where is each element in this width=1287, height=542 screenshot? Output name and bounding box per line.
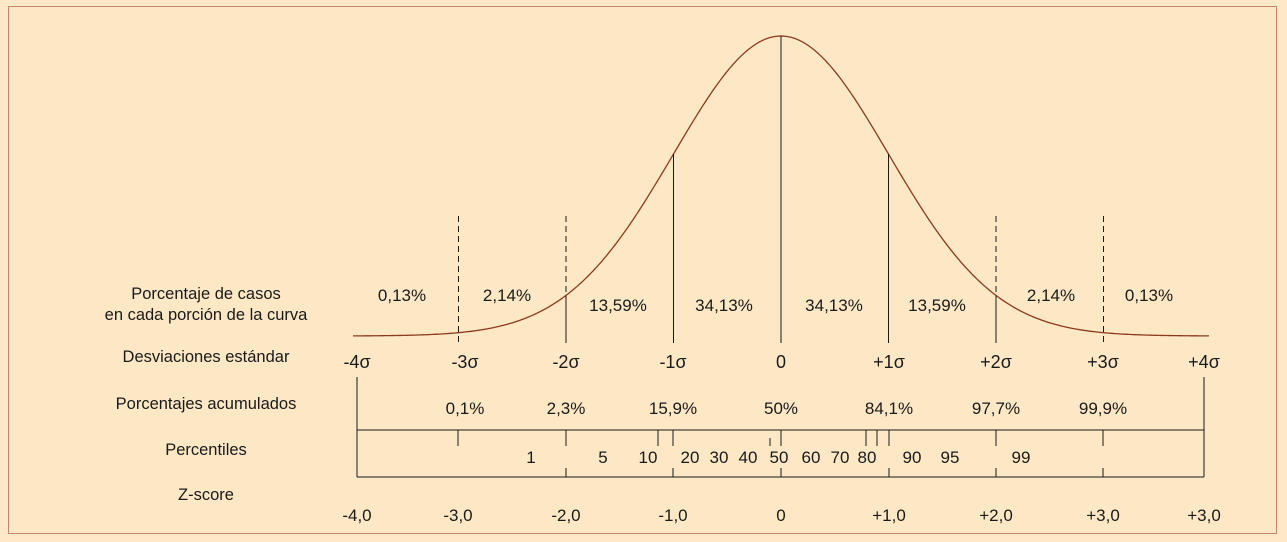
percentile-99: 99 (1012, 448, 1031, 467)
zscore-7: +2,0 (979, 506, 1013, 525)
zscore-9: +3,0 (1187, 506, 1221, 525)
label-percentiles: Percentiles (165, 441, 247, 459)
case-pct-7: 2,14% (1027, 286, 1075, 305)
case-pct-1: 0,13% (378, 286, 426, 305)
sigma-label-m4: -4σ (343, 352, 370, 372)
sigma-label-p2: +2σ (980, 352, 1012, 372)
zscore-8: +3,0 (1086, 506, 1120, 525)
sigma-label-p4: +4σ (1188, 352, 1220, 372)
case-pct-3: 13,59% (589, 296, 647, 315)
cumulative-pct-7: 99,9% (1079, 399, 1127, 418)
percentile-60: 60 (802, 448, 821, 467)
diagram-frame (8, 6, 1277, 534)
case-pct-6: 13,59% (908, 296, 966, 315)
percentile-80: 80 (858, 448, 877, 467)
label-cumulative: Porcentajes acumulados (116, 395, 297, 413)
cumulative-pct-6: 97,7% (972, 399, 1020, 418)
zscore-4: -1,0 (658, 506, 687, 525)
sigma-label-0: 0 (776, 352, 786, 372)
sigma-label-p1: +1σ (873, 352, 905, 372)
zscore-2: -3,0 (443, 506, 472, 525)
sigma-label-p3: +3σ (1087, 352, 1119, 372)
case-pct-4: 34,13% (695, 296, 753, 315)
case-pct-2: 2,14% (483, 286, 531, 305)
label-zscore: Z-score (178, 486, 234, 504)
sigma-label-m1: -1σ (659, 352, 686, 372)
case-pct-5: 34,13% (805, 296, 863, 315)
cumulative-pct-2: 2,3% (547, 399, 586, 418)
cumulative-pct-5: 84,1% (865, 399, 913, 418)
cumulative-pct-4: 50% (764, 399, 798, 418)
lower-axis-lines (356, 377, 1205, 478)
zscore-5: 0 (776, 506, 785, 525)
percentile-1: 1 (526, 448, 535, 467)
percentile-40: 40 (739, 448, 758, 467)
percentile-5: 5 (598, 448, 607, 467)
sigma-label-m3: -3σ (451, 352, 478, 372)
zscore-1: -4,0 (342, 506, 371, 525)
percentile-20: 20 (681, 448, 700, 467)
solid-sigma-lines (565, 36, 997, 343)
percentile-30: 30 (710, 448, 729, 467)
percentile-90: 90 (903, 448, 922, 467)
percentile-10: 10 (639, 448, 658, 467)
case-pct-8: 0,13% (1125, 286, 1173, 305)
zscore-3: -2,0 (551, 506, 580, 525)
percentile-50: 50 (770, 448, 789, 467)
label-cases-line2: en cada porción de la curva (105, 306, 309, 324)
sigma-label-m2: -2σ (552, 352, 579, 372)
cumulative-pct-1: 0,1% (446, 399, 485, 418)
label-cases-line1: Porcentaje de casos (131, 285, 281, 303)
zscore-6: +1,0 (872, 506, 906, 525)
cumulative-pct-3: 15,9% (649, 399, 697, 418)
dashed-sigma-lines (458, 216, 1104, 343)
percentile-70: 70 (831, 448, 850, 467)
percentile-95: 95 (941, 448, 960, 467)
label-std-dev: Desviaciones estándar (123, 348, 290, 366)
